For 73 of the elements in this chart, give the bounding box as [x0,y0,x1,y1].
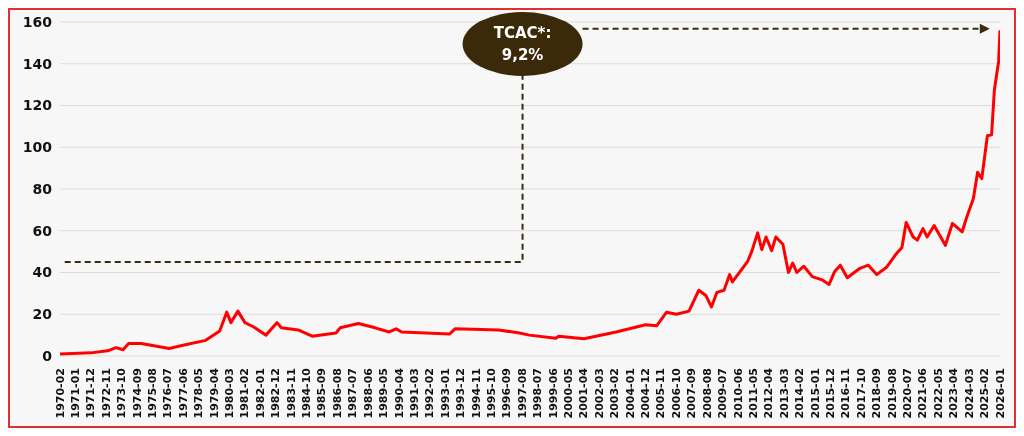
x-tick-label: 2021-06 [916,367,930,419]
x-tick-label: 2007-09 [685,368,699,419]
x-tick-label: 1971-01 [68,368,82,419]
x-tick-label: 1999-06 [546,367,560,419]
x-tick-label: 1970-02 [53,368,67,419]
x-tick-label: 2001-04 [577,367,591,419]
x-tick-label: 1978-05 [192,368,206,419]
x-tick-label: 2010-06 [731,367,745,419]
x-tick-label: 1976-07 [161,368,175,419]
x-tick-label: 1981-02 [238,368,252,419]
x-tick-label: 1975-08 [145,368,159,419]
x-tick-label: 2015-01 [808,368,822,419]
x-tick-label: 1997-08 [515,368,529,419]
x-tick-label: 1992-02 [423,368,437,419]
x-tick-label: 1977-06 [176,367,190,419]
x-tick-label: 1984-10 [300,367,314,419]
y-tick-label: 160 [22,13,53,30]
x-tick-label: 1994-11 [469,368,483,419]
x-tick-label: 2016-11 [839,368,853,419]
y-tick-label: 100 [22,139,53,156]
x-tick-label: 1972-11 [99,368,113,419]
x-tick-label: 1989-05 [377,368,391,419]
y-tick-label: 140 [22,55,53,72]
x-tick-label: 1980-03 [223,368,237,419]
x-tick-label: 2012-04 [762,367,776,419]
x-tick-label: 1988-06 [361,367,375,419]
x-tick-label: 2003-02 [608,368,622,419]
x-tick-label: 2000-05 [562,368,576,419]
x-tick-label: 1995-10 [484,367,498,419]
x-tick-label: 2009-07 [716,368,730,419]
x-tick-label: 2002-03 [592,368,606,419]
x-tick-label: 1973-10 [115,367,129,419]
x-tick-label: 2020-07 [901,368,915,419]
line-series [60,28,1000,356]
x-tick-label: 2018-09 [870,368,884,419]
x-tick-label: 2015-12 [823,368,837,419]
x-tick-label: 2017-10 [854,367,868,419]
x-tick-label: 1993-12 [454,368,468,419]
x-tick-label: 1985-09 [315,368,329,419]
x-tick-label: 2023-04 [947,367,961,419]
x-tick-label: 1998-07 [531,368,545,419]
x-tick-label: 1982-01 [253,368,267,419]
y-tick-label: 80 [32,180,53,197]
y-tick-label: 120 [22,97,53,114]
x-tick-label: 1993-01 [438,368,452,419]
x-tick-label: 1979-04 [207,367,221,419]
x-tick-label: 1991-03 [407,368,421,419]
x-tick-label: 1990-04 [392,367,406,419]
annotation: TCAC*: 9,2% [493,23,552,64]
y-tick-label: 0 [42,347,53,364]
x-tick-label: 2011-05 [746,368,760,419]
y-tick-label: 20 [32,306,53,323]
x-tick-label: 2008-08 [700,368,714,419]
x-tick-label: 2013-03 [777,368,791,419]
y-tick-label: 40 [32,264,53,281]
x-tick-label: 2026-01 [993,368,1007,419]
x-tick-label: 1986-08 [330,368,344,419]
x-tick-label: 1983-11 [284,368,298,419]
y-tick-label: 60 [32,222,53,239]
x-tick-label: 2024-03 [962,368,976,419]
x-tick-label: 1974-09 [130,368,144,419]
x-tick-label: 2004-12 [639,368,653,419]
x-tick-label: 1987-07 [346,368,360,419]
x-tick-label: 2025-02 [978,368,992,419]
x-tick-label: 2005-11 [654,368,668,419]
x-tick-label: 2006-10 [669,367,683,419]
x-tick-label: 1971-12 [84,368,98,419]
x-tick-label: 2019-08 [885,368,899,419]
x-tick-label: 1996-09 [500,368,514,419]
x-tick-label: 2004-01 [623,368,637,419]
x-tick-label: 1982-12 [269,368,283,419]
x-tick-label: 2014-02 [793,368,807,419]
x-tick-label: 2022-05 [931,368,945,419]
